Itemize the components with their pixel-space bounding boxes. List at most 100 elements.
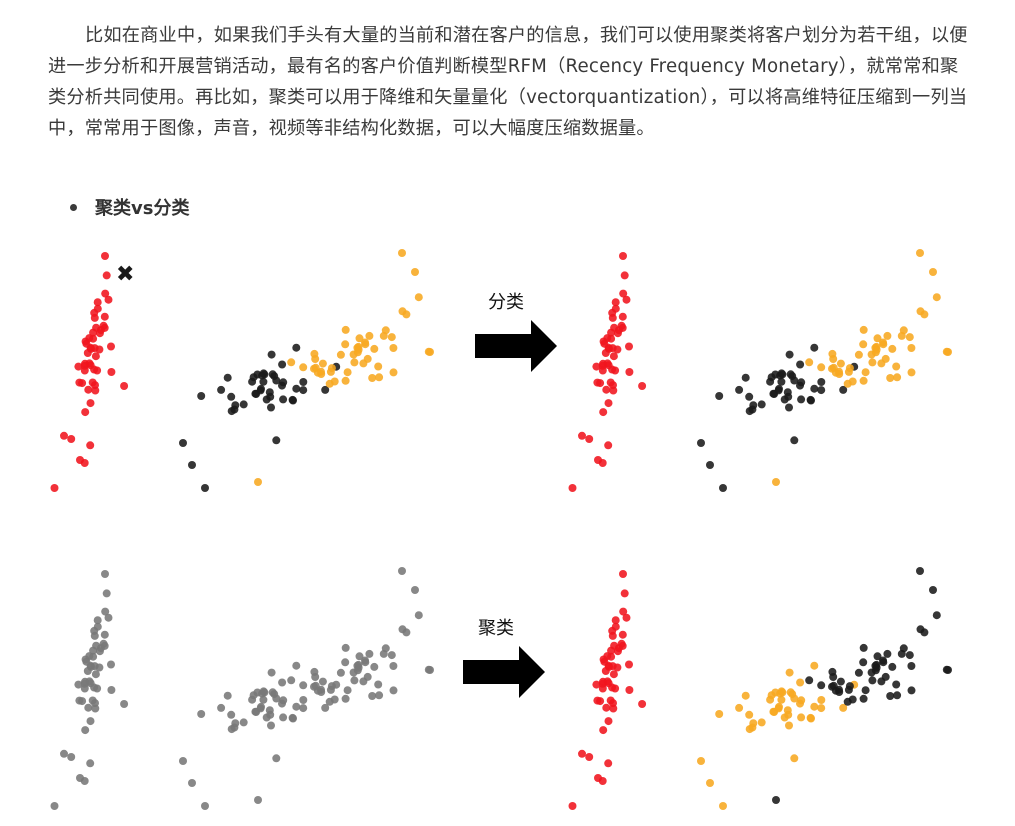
cross-marker-icon: ✖ (116, 262, 134, 287)
classified-data-point (888, 344, 897, 353)
unlabeled-data-point (299, 704, 308, 713)
unlabeled-data-point (368, 692, 377, 700)
clustered-data-point (796, 678, 805, 687)
clustered-data-point (879, 658, 888, 667)
clustered-data-point (767, 691, 776, 700)
classified-data-point (596, 379, 605, 388)
classified-data-point (861, 368, 870, 377)
clustered-data-point (888, 662, 897, 671)
labeled-data-point (389, 344, 398, 352)
labeled-data-point (67, 435, 76, 443)
classified-data-point (697, 439, 705, 447)
clustered-data-point (907, 686, 916, 695)
clustered-data-point (817, 696, 826, 704)
clustered-data-point (618, 630, 627, 639)
clustered-data-point (719, 802, 727, 810)
unlabeled-data-point (341, 694, 350, 703)
labeled-data-point (287, 358, 296, 367)
labeled-data-point (318, 359, 327, 368)
labeled-data-point (89, 328, 98, 337)
classified-data-point (817, 363, 826, 372)
labeled-data-point (272, 376, 281, 385)
unlabeled-data-point (411, 586, 419, 594)
clustered-data-point (929, 586, 937, 594)
unlabeled-data-point (414, 611, 423, 620)
clustered-data-point (861, 686, 870, 695)
labeled-data-point (104, 295, 113, 304)
classified-data-point (920, 310, 929, 319)
classified-data-point (625, 368, 634, 376)
labeled-data-point (321, 385, 330, 394)
clustered-data-point (745, 725, 754, 734)
labeled-data-point (254, 478, 262, 486)
unlabeled-data-point (80, 684, 89, 693)
classified-data-point (807, 396, 815, 405)
clustered-data-point (810, 702, 819, 711)
clustered-data-point (883, 649, 892, 658)
clustered-data-point (607, 646, 616, 655)
labeled-data-point (107, 342, 115, 351)
unlabeled-data-point (398, 567, 406, 575)
unlabeled-data-point (426, 666, 434, 674)
classified-data-point (598, 366, 607, 375)
labeled-data-point (411, 268, 419, 276)
classified-data-point (905, 333, 914, 342)
labeled-data-point (90, 313, 99, 322)
clustered-data-point (780, 713, 789, 722)
clustered-data-point (881, 672, 890, 681)
unlabeled-data-point (292, 661, 301, 670)
classified-data-point (609, 381, 617, 390)
labeled-data-point (249, 373, 258, 382)
clustering-label: 聚类 (478, 618, 514, 639)
clustered-data-point (797, 696, 806, 705)
classified-data-point (602, 385, 611, 394)
unlabeled-data-point (188, 779, 196, 787)
unlabeled-data-point (89, 652, 98, 661)
unlabeled-data-point (355, 652, 364, 661)
clustered-data-point (783, 706, 792, 715)
unlabeled-data-point (292, 702, 301, 711)
bullet-dot-icon (70, 203, 77, 211)
unlabeled-data-point (341, 643, 350, 652)
clustered-data-point (817, 704, 826, 713)
scatter-figure-svg: ✖ (50, 249, 952, 810)
labeled-data-point (341, 376, 350, 385)
labeled-data-point (381, 326, 390, 335)
clustered-data-point (786, 688, 795, 697)
classified-data-point (828, 364, 836, 373)
clustered-data-point (622, 613, 631, 622)
clustered-data-point (944, 666, 952, 674)
labeled-data-point (84, 385, 93, 394)
classified-data-point (715, 392, 724, 400)
classified-data-point (735, 385, 744, 394)
body-paragraph: 比如在商业中，如果我们手头有大量的当前和潜在客户的信息，我们可以使用聚类将客户划… (48, 25, 968, 139)
classified-data-point (929, 268, 937, 276)
clustered-data-point (905, 651, 914, 660)
labeled-data-point (343, 368, 352, 377)
classified-data-point (843, 379, 852, 388)
labeled-data-point (257, 384, 265, 393)
clustered-data-point (871, 661, 880, 670)
labeled-data-point (350, 358, 359, 367)
clustered-data-point (735, 703, 744, 712)
labeled-data-point (101, 252, 109, 260)
clustered-data-point (619, 570, 627, 578)
clustered-data-point (907, 662, 916, 670)
unlabeled-data-point (179, 757, 187, 765)
clustered-data-point (892, 680, 901, 689)
unlabeled-data-point (95, 663, 104, 672)
unlabeled-data-point (78, 697, 87, 706)
classified-data-point (810, 384, 819, 393)
clustered-data-point (807, 714, 815, 723)
clustered-data-point (613, 663, 622, 672)
clustered-data-point (741, 691, 750, 700)
labeled-data-point (60, 431, 68, 440)
labeled-data-point (299, 378, 308, 386)
clustered-data-point (932, 611, 941, 620)
labeled-data-point (91, 381, 99, 390)
classified-data-point (608, 313, 617, 322)
classified-data-point (719, 484, 727, 492)
labeled-data-point (265, 388, 274, 397)
clustered-data-point (609, 699, 617, 708)
unlabeled-data-point (267, 721, 275, 730)
